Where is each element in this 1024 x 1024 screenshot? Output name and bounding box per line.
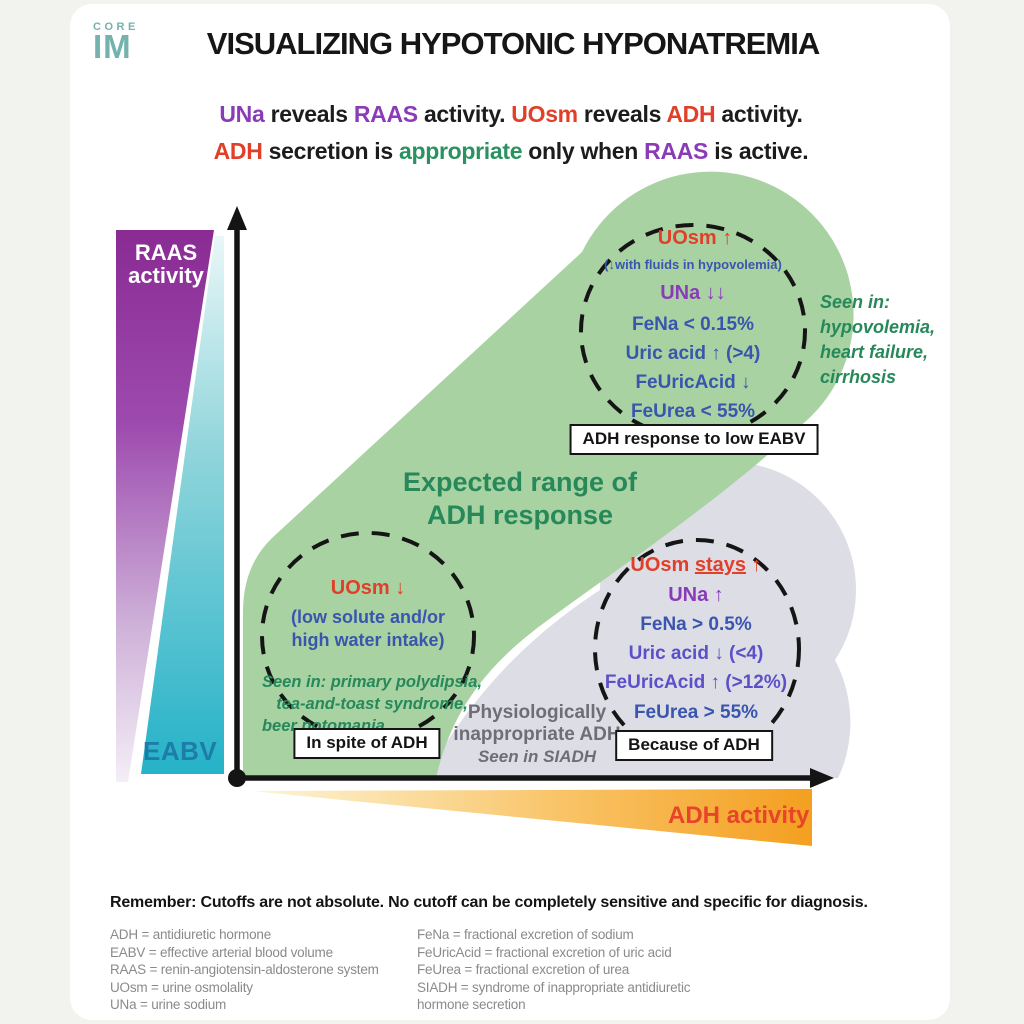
low-eabv-uosm-note: (↓with fluids in hypovolemia) [604,257,782,272]
logo-im-text: IM [93,28,132,65]
subtitle-raas: RAAS [353,101,418,127]
y-axis-arrowhead-icon [227,206,247,230]
subtitle-text: activity. [417,101,512,127]
because-uosm-arrow: ↑ [746,554,762,576]
inappropriate-adh-region [425,461,856,778]
abbr-item: hormone secretion [417,997,526,1012]
because-tag: Because of ADH [615,730,773,761]
origin-dot [228,769,246,787]
abbr-item: SIADH = syndrome of inappropriate antidi… [417,979,691,995]
low-eabv-feuric: FeUricAcid ↓ [635,372,751,393]
subtitle-text: reveals [264,101,354,127]
low-eabv-seen-in: Seen in: hypovolemia, heart failure, cir… [820,290,935,390]
subtitle-text: reveals [577,101,667,127]
raas-gradient-wedge [116,230,214,782]
eabv-label: EABV [143,736,218,766]
in-spite-note-line2: high water intake) [291,630,445,650]
because-una: UNa ↑ [668,584,724,606]
low-eabv-feurea: FeUrea < 55% [630,401,756,422]
subtitle-line-2: ADH secretion is appropriate only when R… [214,138,809,165]
subtitle-text: activity. [715,101,803,127]
expected-range-region [243,171,854,778]
inappropriate-line1: Physiologically [467,702,607,723]
abbr-item: EABV = effective arterial blood volume [110,944,333,960]
logo-core-text: CORE [93,21,139,33]
because-fena: FeNa > 0.5% [640,614,752,635]
abbr-item: FeUrea = fractional excretion of urea [417,962,630,977]
coreim-logo: CORE IM [93,21,139,65]
low-eabv-tag: ADH response to low EABV [569,424,819,455]
abbr-item: UNa = urine sodium [110,997,227,1012]
because-feurea: FeUrea > 55% [633,702,759,723]
because-uosm-stays: stays [694,554,747,576]
because-uosm-prefix: UOsm [630,554,695,576]
expected-range-line2: ADH response [426,500,614,530]
low-eabv-uosm: UOsm ↑ [657,227,733,249]
page-title: VISUALIZING HYPOTONIC HYPONATREMIA [206,26,820,61]
subtitle-una: UNa [219,101,265,127]
subtitle-adh: ADH [666,101,716,127]
subtitle-uosm: UOsm [511,101,578,127]
subtitle-appropriate: appropriate [398,138,523,164]
because-uosm: UOsm stays ↑ [630,554,761,577]
subtitle-raas2: RAAS [644,138,709,164]
subtitle-text: is active. [708,138,809,164]
expected-range-caption: Expected range of ADH response [403,466,637,532]
eabv-gradient-wedge [141,236,224,774]
x-axis-arrowhead-icon [810,768,834,788]
low-eabv-uric: Uric acid ↑ (>4) [625,343,761,364]
seen-in-item: heart failure, [820,342,929,362]
adh-gradient-wedge [251,789,812,846]
seen-in-item: tea-and-toast syndrome, [276,695,468,713]
seen-in-item: Seen in: primary polydipsia, [261,673,483,691]
abbr-item: FeUricAcid = fractional excretion of uri… [417,944,672,960]
because-uric: Uric acid ↓ (<4) [628,643,764,664]
inappropriate-line3: Seen in SIADH [477,747,597,766]
abbr-item: UOsm = urine osmolality [110,979,253,995]
subtitle-text: only when [522,138,645,164]
in-spite-uosm: UOsm ↓ [330,577,406,599]
seen-in-title: Seen in: [820,292,891,312]
subtitle-text: secretion is [262,138,399,164]
because-feuric: FeUricAcid ↑ (>12%) [604,672,788,693]
abbr-item: ADH = antidiuretic hormone [110,927,272,942]
subtitle-adh2: ADH [213,138,263,164]
expected-range-line1: Expected range of [402,467,638,497]
remember-note: Remember: Cutoffs are not absolute. No c… [110,894,868,911]
y-axis-label: RAAS activity [128,241,204,287]
in-spite-note-line1: (low solute and/or [290,607,446,627]
inappropriate-line2: inappropriate ADH [453,724,621,745]
x-axis-label: ADH activity [668,802,810,829]
subtitle-line-1: UNa reveals RAAS activity. UOsm reveals … [219,101,803,128]
seen-in-item: cirrhosis [820,367,897,387]
abbreviations-left: ADH = antidiuretic hormone EABV = effect… [110,926,379,1014]
inappropriate-caption: Physiologically inappropriate ADH Seen i… [453,702,620,768]
seen-in-item: hypovolemia, [820,317,936,337]
abbreviations-right: FeNa = fractional excretion of sodium Fe… [417,926,691,1014]
low-eabv-fena: FeNa < 0.15% [632,314,754,335]
abbr-item: RAAS = renin-angiotensin-aldosterone sys… [110,962,379,977]
abbr-item: FeNa = fractional excretion of sodium [417,927,634,942]
y-axis-label-line1: RAAS [134,240,198,265]
y-axis-label-line2: activity [128,263,204,288]
low-eabv-una: UNa ↓↓ [660,282,726,304]
in-spite-tag: In spite of ADH [293,728,441,759]
